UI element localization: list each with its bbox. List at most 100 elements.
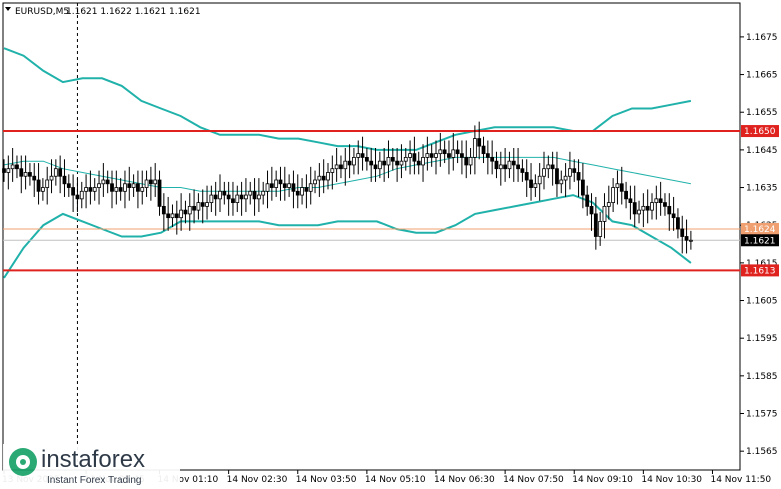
candle-body: [248, 190, 253, 196]
candle: [304, 174, 309, 209]
candle: [589, 193, 594, 231]
candle-body: [352, 157, 356, 166]
middle-band-line: [3, 156, 691, 192]
candle: [524, 159, 529, 197]
candle: [101, 163, 106, 197]
candle-body: [464, 157, 469, 166]
candle: [278, 166, 283, 201]
candle: [684, 219, 689, 254]
candle-body: [183, 209, 188, 215]
candle-body: [412, 153, 417, 162]
candle-body: [576, 172, 581, 181]
candle: [166, 196, 171, 231]
candle-body: [114, 187, 119, 192]
candle: [317, 163, 322, 197]
candle: [580, 163, 585, 209]
candle-body: [650, 202, 654, 211]
candle-body: [676, 217, 680, 230]
candle-body: [546, 164, 551, 170]
candle-body: [226, 194, 231, 200]
candle-body: [485, 153, 490, 158]
candle-body: [688, 239, 693, 242]
symbol-label: EURUSD,M5: [15, 7, 69, 17]
candle-body: [425, 153, 430, 158]
candle: [429, 144, 434, 167]
candle: [356, 140, 361, 175]
candle-body: [395, 160, 400, 166]
candle: [248, 181, 253, 205]
candle-body: [537, 175, 542, 185]
candle: [28, 163, 32, 186]
candle: [447, 140, 451, 175]
candle-body: [317, 175, 322, 181]
candle-body: [157, 179, 162, 207]
candle: [45, 166, 50, 205]
candle: [300, 178, 304, 205]
candle: [615, 170, 620, 205]
candle-body: [28, 172, 32, 177]
time-tick-label: 14 Nov 09:10: [572, 475, 633, 485]
candle-body: [256, 194, 261, 200]
candle-body: [511, 160, 516, 166]
candle-body: [110, 183, 114, 192]
candle-body: [23, 172, 28, 177]
candle: [671, 196, 676, 231]
candle: [79, 181, 84, 209]
candle-body: [75, 194, 80, 200]
upper-band-line: [3, 47, 692, 151]
candle: [40, 178, 45, 201]
candle: [218, 174, 222, 213]
candle-body: [429, 153, 434, 158]
symbol-menu-icon[interactable]: [5, 7, 11, 11]
candle: [110, 170, 114, 209]
candle-body: [66, 183, 71, 188]
candle-body: [278, 179, 283, 185]
candle: [196, 193, 201, 220]
candle-body: [187, 205, 192, 215]
candle: [231, 181, 235, 216]
candle: [321, 159, 326, 194]
time-tick-label: 14 Nov 11:50: [710, 475, 771, 485]
candle-body: [213, 194, 218, 200]
candle: [174, 200, 179, 235]
candle: [2, 159, 6, 182]
candle: [265, 170, 270, 209]
candle-body: [360, 153, 365, 158]
level-price-tag: 1.1650: [744, 127, 776, 137]
candle: [136, 170, 140, 209]
candle: [555, 151, 559, 197]
price-tick-label: 1.1635: [746, 184, 778, 194]
candle-body: [663, 202, 667, 207]
candle: [585, 185, 590, 216]
candle-body: [136, 183, 140, 192]
candle: [15, 155, 19, 179]
candle-body: [321, 175, 326, 181]
candle: [434, 140, 438, 175]
time-tick-label: 14 Nov 05:10: [365, 475, 426, 485]
candle-body: [313, 179, 317, 185]
time-tick-label: 14 Nov 07:50: [503, 475, 564, 485]
candle-body: [680, 228, 685, 237]
candle: [6, 155, 11, 190]
candle-body: [468, 157, 473, 166]
candle: [632, 185, 637, 228]
candle: [369, 147, 374, 182]
candle: [256, 178, 261, 213]
candle-body: [529, 179, 533, 188]
logo-name: instaforex: [41, 446, 146, 473]
candle-body: [287, 183, 292, 188]
candle-body: [205, 202, 209, 207]
level-price-tag-bg: [741, 125, 779, 138]
candle: [131, 174, 136, 197]
candle: [641, 193, 646, 228]
candle: [598, 212, 603, 246]
candle: [533, 174, 538, 197]
candle: [161, 193, 166, 231]
candle-body: [386, 157, 391, 166]
logo-slogan: Instant Forex Trading: [47, 475, 142, 486]
candle-body: [455, 149, 460, 155]
candle: [442, 140, 447, 164]
candle-body: [71, 187, 76, 196]
candle: [511, 147, 516, 182]
